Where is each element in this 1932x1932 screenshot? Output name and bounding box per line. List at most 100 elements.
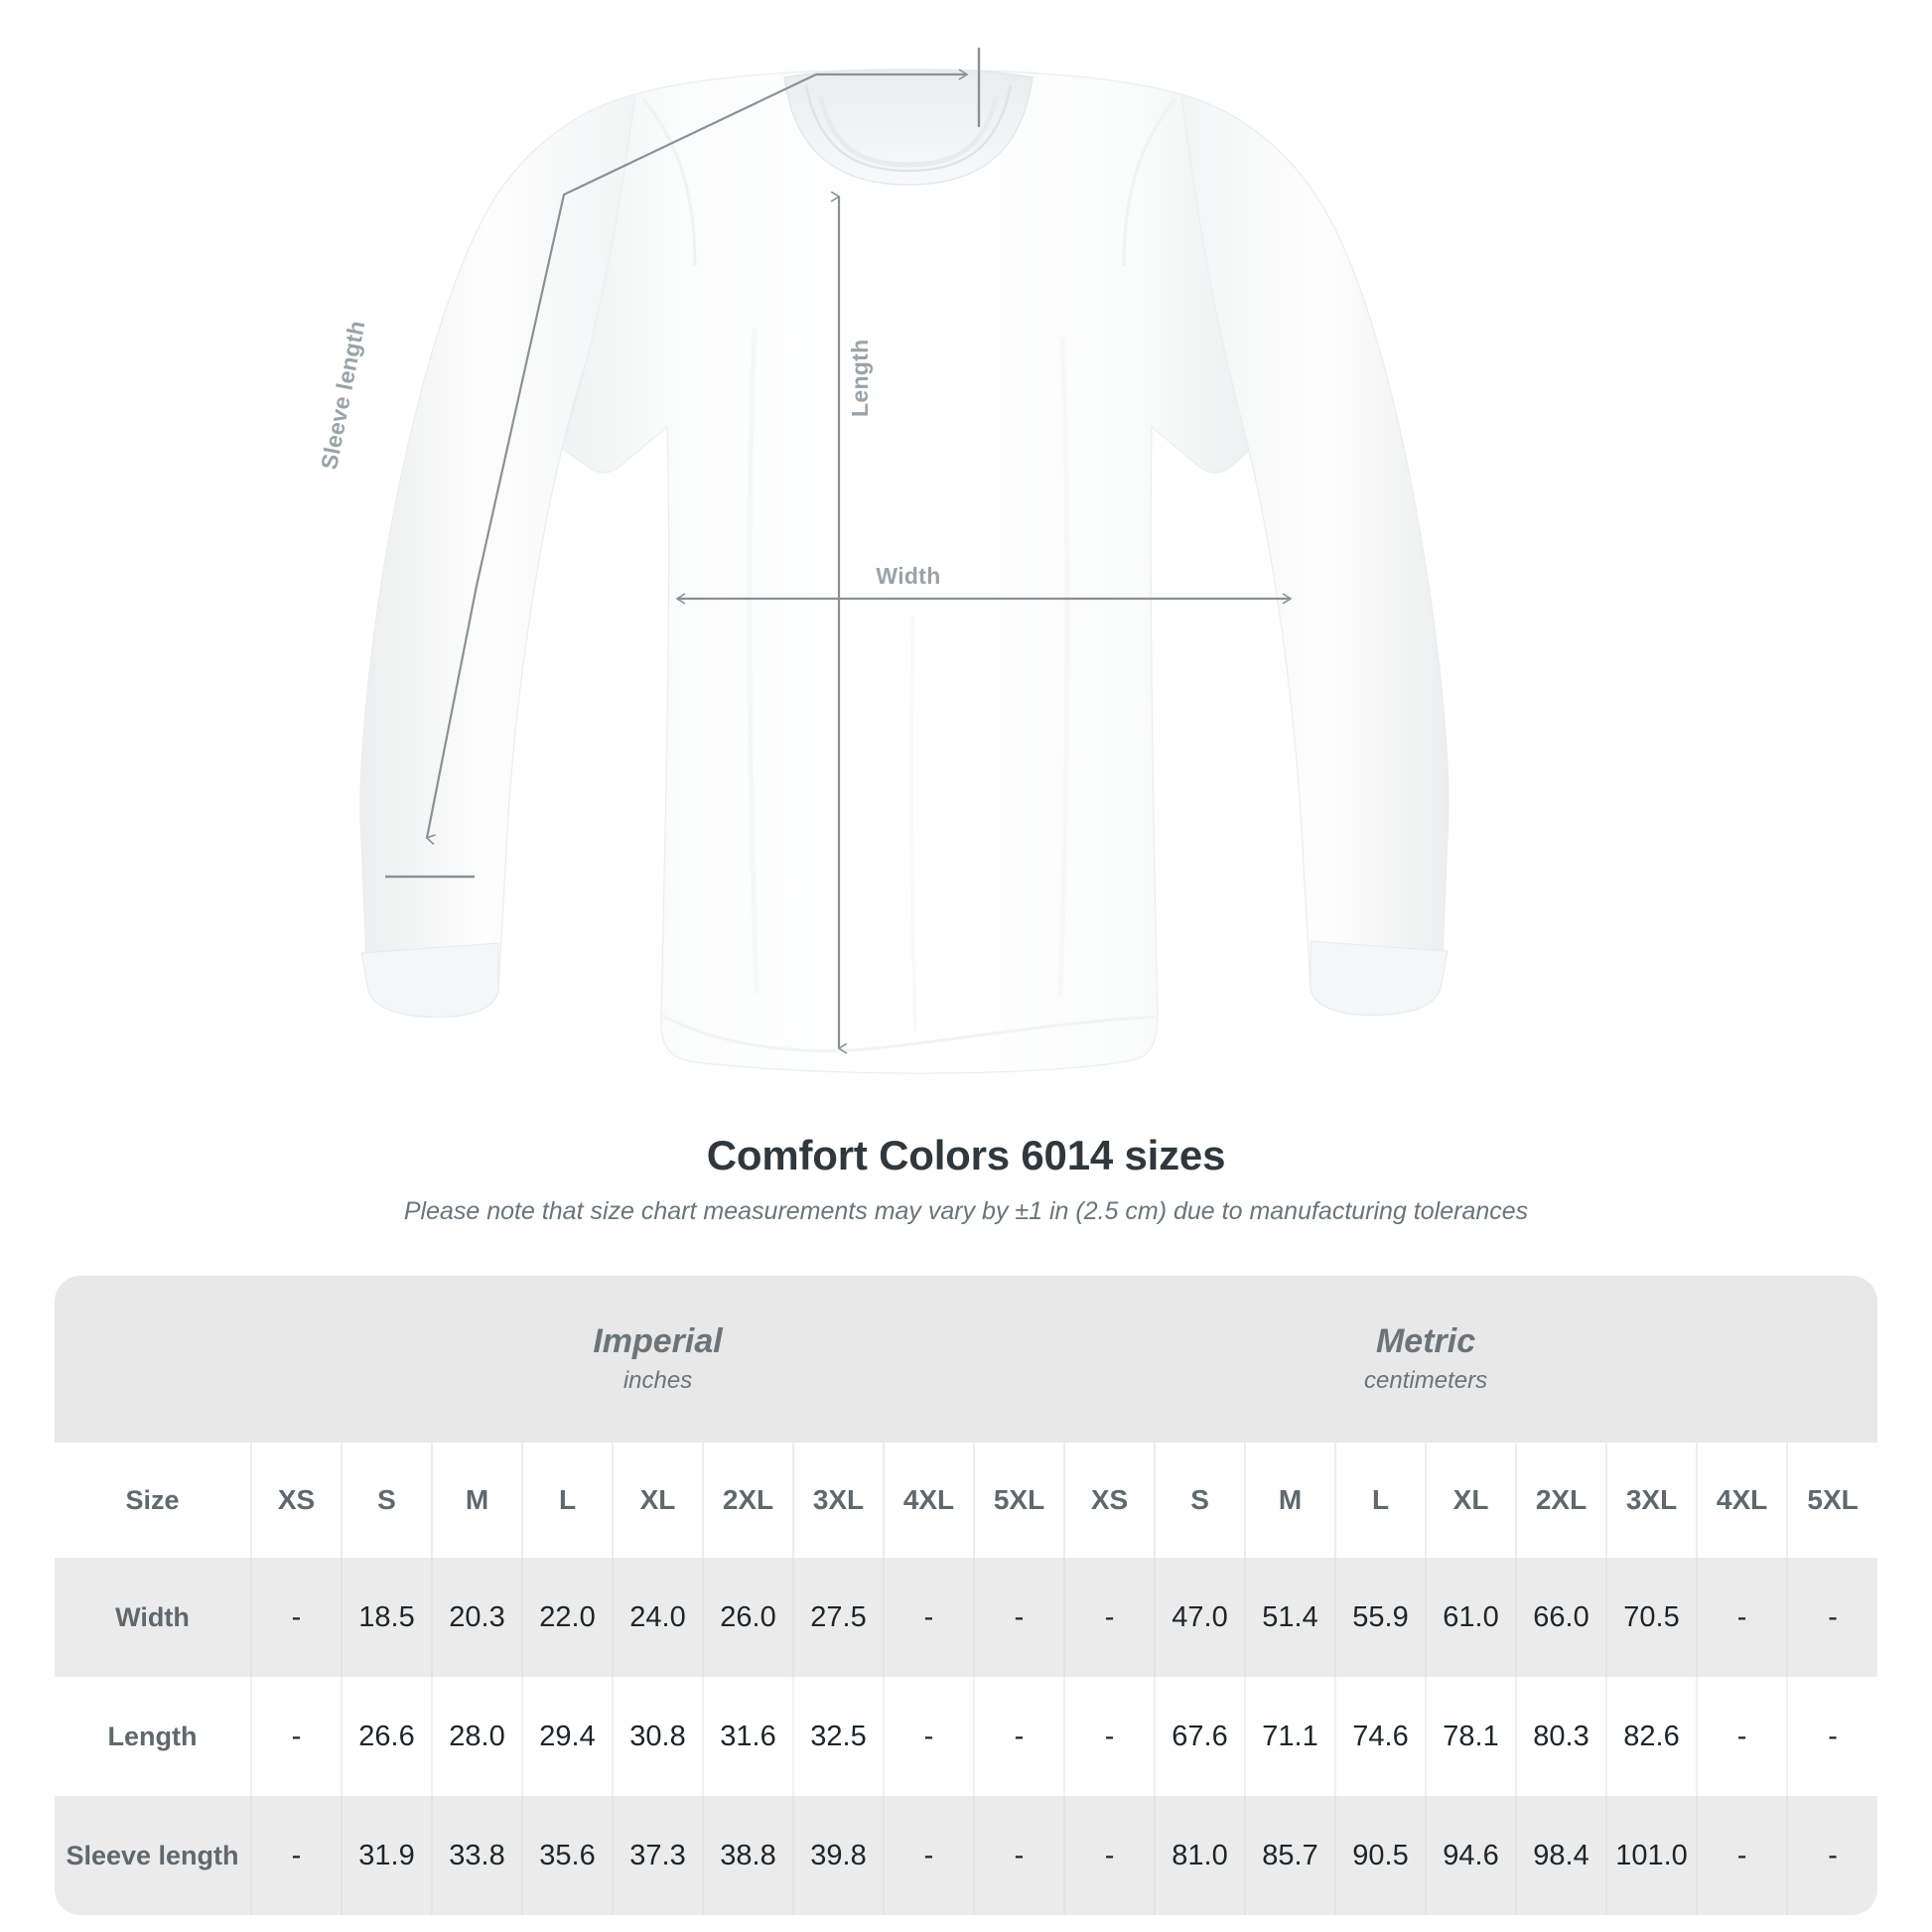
unit-sub-metric: centimeters — [1364, 1366, 1488, 1394]
right-cuff — [1310, 940, 1449, 1016]
cell-sleeve-imperial-s: 31.9 — [341, 1796, 432, 1915]
garment-illustration: Sleeve length Length Width — [316, 48, 1449, 1074]
size-header-imperial-xl: XL — [612, 1443, 703, 1558]
cell-length-imperial-4xl: - — [883, 1677, 974, 1796]
cell-sleeve-imperial-2xl: 38.8 — [702, 1796, 793, 1915]
cell-width-metric-xs: - — [1063, 1558, 1156, 1677]
measurement-guides — [385, 48, 1293, 1048]
cell-sleeve-metric-2xl: 98.4 — [1515, 1796, 1607, 1915]
table-row: Length - 26.6 28.0 29.4 30.8 31.6 32.5 -… — [55, 1677, 1878, 1796]
cell-length-metric-4xl: - — [1696, 1677, 1788, 1796]
cell-sleeve-metric-xl: 94.6 — [1425, 1796, 1517, 1915]
cell-width-imperial-2xl: 26.0 — [702, 1558, 793, 1677]
cell-length-metric-l: 74.6 — [1334, 1677, 1427, 1796]
cell-length-imperial-xs: - — [250, 1677, 342, 1796]
cell-sleeve-metric-5xl: - — [1786, 1796, 1878, 1915]
cell-length-metric-xl: 78.1 — [1425, 1677, 1517, 1796]
cell-sleeve-imperial-xs: - — [250, 1796, 342, 1915]
cell-length-metric-3xl: 82.6 — [1605, 1677, 1698, 1796]
fold-line — [747, 327, 759, 994]
size-header-metric-5xl: 5XL — [1786, 1443, 1878, 1558]
cell-width-metric-3xl: 70.5 — [1605, 1558, 1698, 1677]
bottom-hem — [660, 1013, 1159, 1052]
sleeve-length-guide — [427, 73, 817, 838]
fold-line — [908, 615, 917, 1034]
cell-length-metric-s: 67.6 — [1154, 1677, 1246, 1796]
cell-sleeve-metric-m: 85.7 — [1244, 1796, 1336, 1915]
size-header-label: Size — [55, 1443, 251, 1558]
left-sleeve — [359, 93, 636, 1018]
size-header-metric-4xl: 4XL — [1696, 1443, 1788, 1558]
length-label: Length — [847, 339, 873, 417]
unit-sub-imperial: inches — [622, 1366, 693, 1394]
cell-width-imperial-4xl: - — [883, 1558, 974, 1677]
size-header-imperial-l: L — [521, 1443, 613, 1558]
collar-inner — [804, 84, 1013, 173]
unit-banner-row: Imperial inches Metric centimeters — [55, 1276, 1878, 1443]
collar-ribbing — [817, 94, 1000, 168]
size-header-metric-m: M — [1244, 1443, 1336, 1558]
size-chart-table-wrapper: Imperial inches Metric centimeters Size … — [55, 1276, 1878, 1915]
row-label-sleeve-length: Sleeve length — [55, 1796, 251, 1915]
cell-width-metric-s: 47.0 — [1154, 1558, 1246, 1677]
cell-sleeve-imperial-xl: 37.3 — [612, 1796, 703, 1915]
table-row: Width - 18.5 20.3 22.0 24.0 26.0 27.5 - … — [55, 1558, 1878, 1677]
unit-cell-metric: Metric centimeters — [1064, 1276, 1788, 1443]
size-header-metric-3xl: 3XL — [1605, 1443, 1698, 1558]
unit-name-imperial: Imperial — [593, 1321, 723, 1360]
left-shoulder-seam — [641, 98, 697, 267]
cell-width-metric-2xl: 66.0 — [1515, 1558, 1607, 1677]
cell-width-metric-4xl: - — [1696, 1558, 1788, 1677]
cell-sleeve-metric-4xl: - — [1696, 1796, 1788, 1915]
cell-length-imperial-2xl: 31.6 — [702, 1677, 793, 1796]
cell-length-imperial-5xl: - — [972, 1677, 1065, 1796]
size-header-imperial-m: M — [431, 1443, 522, 1558]
size-header-row: Size XS S M L XL 2XL 3XL 4XL 5XL XS S M … — [55, 1443, 1878, 1558]
cell-width-imperial-3xl: 27.5 — [792, 1558, 884, 1677]
size-chart-table: Imperial inches Metric centimeters Size … — [55, 1276, 1878, 1915]
cell-sleeve-metric-s: 81.0 — [1154, 1796, 1246, 1915]
cell-sleeve-metric-l: 90.5 — [1334, 1796, 1427, 1915]
cell-width-imperial-m: 20.3 — [431, 1558, 522, 1677]
cell-sleeve-imperial-5xl: - — [972, 1796, 1065, 1915]
cell-width-metric-l: 55.9 — [1334, 1558, 1427, 1677]
shirt-diagram-svg — [359, 48, 1449, 1074]
size-header-imperial-4xl: 4XL — [883, 1443, 974, 1558]
tolerance-note: Please note that size chart measurements… — [403, 1197, 1529, 1225]
cell-length-metric-2xl: 80.3 — [1515, 1677, 1607, 1796]
cell-sleeve-metric-xs: - — [1063, 1796, 1156, 1915]
shirt-body — [561, 69, 1250, 1074]
cell-length-imperial-m: 28.0 — [431, 1677, 522, 1796]
cell-width-imperial-xl: 24.0 — [612, 1558, 703, 1677]
cell-length-imperial-s: 26.6 — [341, 1677, 432, 1796]
cell-length-metric-5xl: - — [1786, 1677, 1878, 1796]
cell-width-imperial-xs: - — [250, 1558, 342, 1677]
right-shoulder-seam — [1122, 98, 1177, 267]
page-title: Comfort Colors 6014 sizes — [706, 1132, 1226, 1178]
size-header-metric-xs: XS — [1063, 1443, 1156, 1558]
unit-name-metric: Metric — [1375, 1321, 1476, 1360]
cell-width-metric-m: 51.4 — [1244, 1558, 1336, 1677]
title-block: Comfort Colors 6014 sizes Please note th… — [0, 1132, 1932, 1226]
size-header-imperial-xs: XS — [250, 1443, 342, 1558]
width-label: Width — [876, 563, 941, 589]
cell-length-imperial-3xl: 32.5 — [792, 1677, 884, 1796]
shirt-graphic — [359, 69, 1449, 1074]
size-header-imperial-5xl: 5XL — [972, 1443, 1065, 1558]
cell-length-imperial-xl: 30.8 — [612, 1677, 703, 1796]
size-header-metric-2xl: 2XL — [1515, 1443, 1607, 1558]
cell-sleeve-imperial-l: 35.6 — [521, 1796, 613, 1915]
unit-banner-blank-left — [55, 1276, 251, 1443]
cell-width-metric-5xl: - — [1786, 1558, 1878, 1677]
size-header-imperial-3xl: 3XL — [792, 1443, 884, 1558]
cell-width-imperial-l: 22.0 — [521, 1558, 613, 1677]
cell-width-imperial-s: 18.5 — [341, 1558, 432, 1677]
table-row: Sleeve length - 31.9 33.8 35.6 37.3 38.8… — [55, 1796, 1878, 1915]
size-header-metric-xl: XL — [1425, 1443, 1517, 1558]
cell-sleeve-metric-3xl: 101.0 — [1605, 1796, 1698, 1915]
cell-width-imperial-5xl: - — [972, 1558, 1065, 1677]
row-label-width: Width — [55, 1558, 251, 1677]
left-cuff — [360, 942, 499, 1018]
cell-sleeve-imperial-m: 33.8 — [431, 1796, 522, 1915]
cell-length-metric-m: 71.1 — [1244, 1677, 1336, 1796]
